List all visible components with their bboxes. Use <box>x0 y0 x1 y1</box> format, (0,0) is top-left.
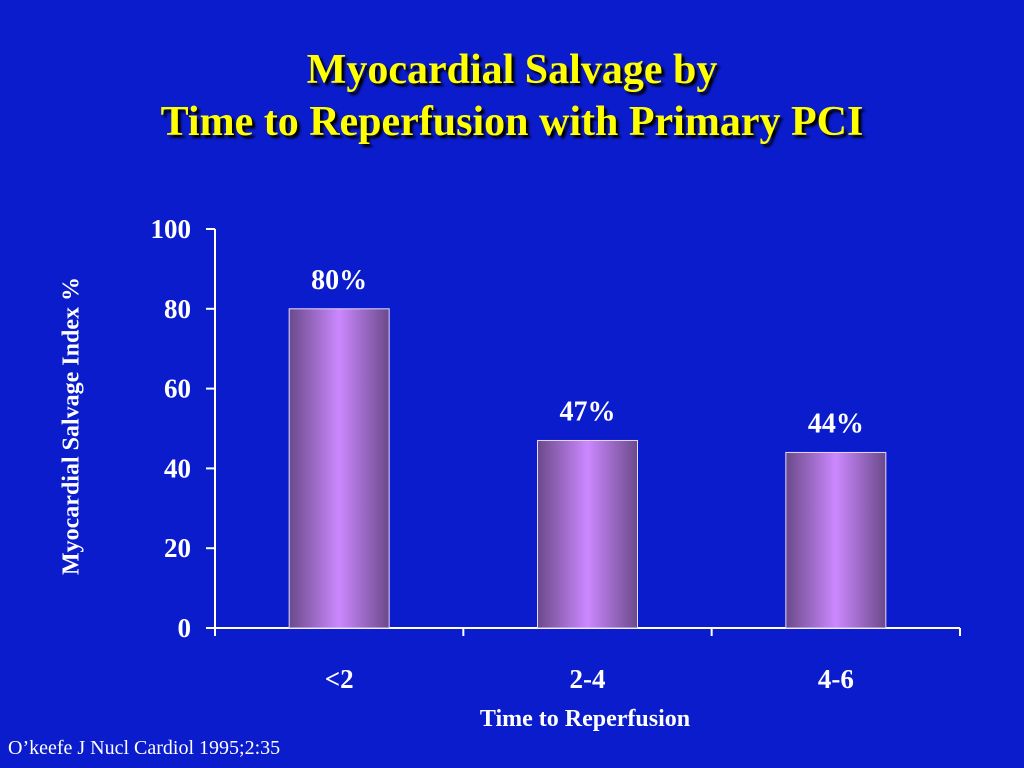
data-label: 44% <box>808 408 864 439</box>
chart-title-line-1: Myocardial Salvage by <box>306 47 718 93</box>
y-tick-label: 80 <box>164 294 191 324</box>
y-tick-label: 100 <box>151 214 192 244</box>
source-citation: O’keefe J Nucl Cardiol 1995;2:35 <box>8 737 281 759</box>
y-tick-label: 40 <box>164 453 191 483</box>
y-axis-label: Myocardial Salvage Index % <box>58 277 85 575</box>
y-tick-label: 60 <box>164 374 191 404</box>
category-label: <2 <box>325 664 354 694</box>
y-tick-label: 20 <box>164 533 191 563</box>
bar <box>785 451 887 629</box>
chart-title: Myocardial Salvage by Time to Reperfusio… <box>0 44 1024 148</box>
x-axis-label: Time to Reperfusion <box>479 706 691 732</box>
bar <box>288 308 390 629</box>
category-label: 2-4 <box>570 664 606 694</box>
bar <box>537 439 638 629</box>
data-label: 80% <box>311 265 367 296</box>
chart-title-line-2: Time to Reperfusion with Primary PCI <box>160 99 864 145</box>
y-tick-label: 0 <box>178 613 192 643</box>
category-label: 4-6 <box>818 664 854 694</box>
data-label: 47% <box>560 396 616 427</box>
